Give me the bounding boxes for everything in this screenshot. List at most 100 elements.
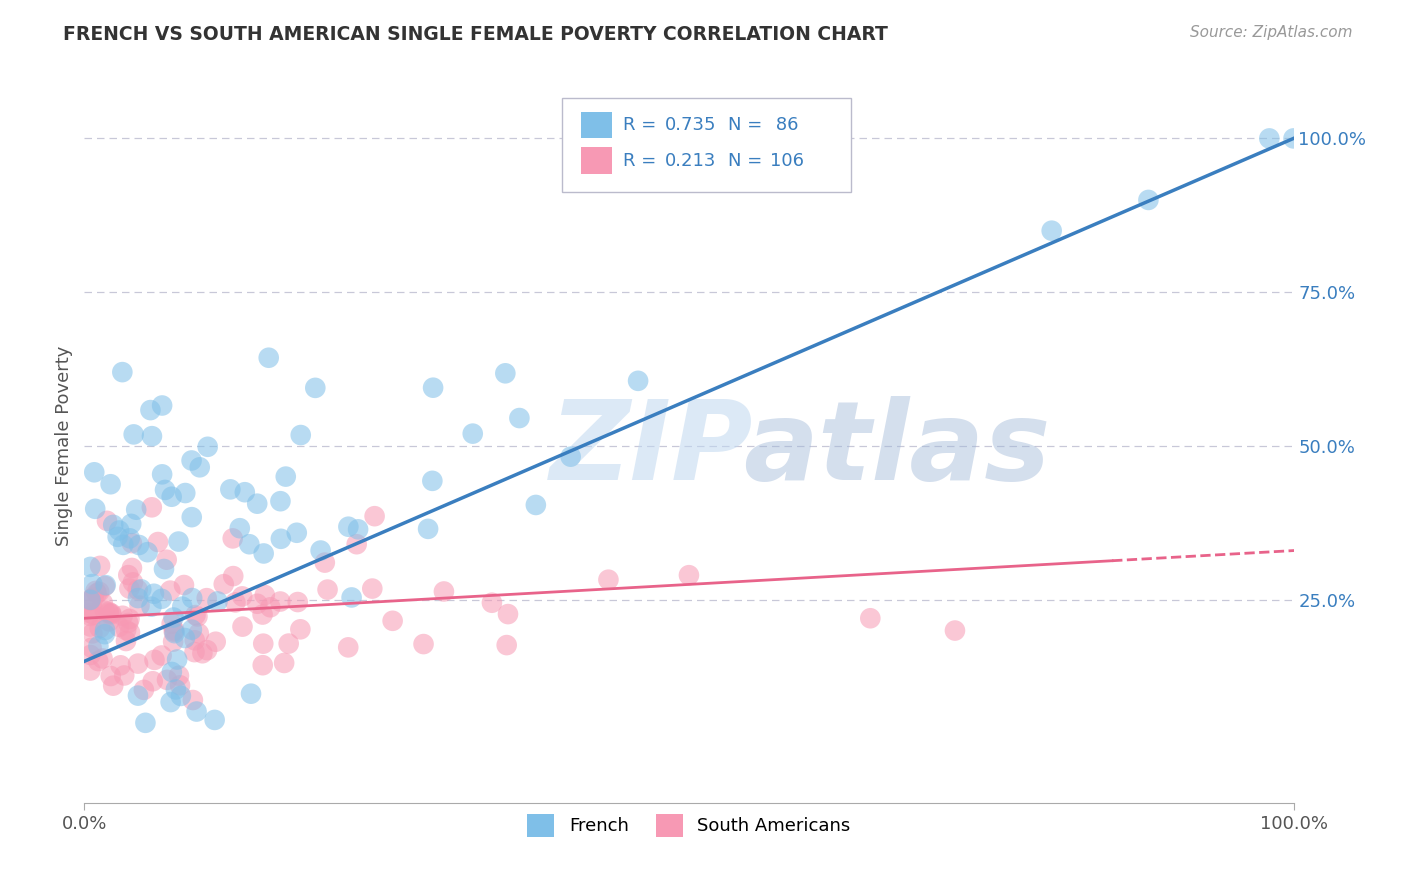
Point (337, 640, 360, 655)
Point (257, 351, 280, 365)
Legend: French, South Americans: French, South Americans (520, 807, 858, 844)
Point (560, 122, 582, 136)
Point (173, 578, 195, 592)
Point (100, 607, 122, 622)
Point (186, 705, 208, 719)
Text: R =: R = (623, 116, 657, 134)
Point (222, 532, 245, 546)
Point (91, 651, 114, 665)
Point (79, 606, 101, 620)
Point (112, 538, 135, 552)
Point (112, 668, 135, 682)
Point (98, 615, 121, 629)
Point (96, 514, 118, 528)
Point (79, 592, 101, 607)
Point (172, 599, 194, 614)
Point (167, 668, 190, 682)
Point (141, 429, 163, 443)
Point (117, 568, 139, 582)
Point (115, 634, 138, 648)
Point (79, 619, 101, 633)
Point (110, 658, 132, 673)
Point (83, 591, 105, 605)
Point (1258, 131, 1281, 145)
Point (141, 500, 163, 515)
Point (180, 453, 202, 467)
Point (191, 646, 214, 660)
Point (160, 490, 183, 504)
Point (94, 578, 117, 592)
Point (169, 678, 191, 692)
Point (340, 591, 363, 605)
Point (142, 674, 165, 689)
Point (94, 627, 117, 641)
Point (627, 374, 650, 388)
Point (118, 612, 141, 626)
Point (166, 652, 188, 666)
Point (253, 588, 276, 602)
Point (269, 494, 291, 508)
Point (259, 600, 281, 615)
Point (508, 411, 530, 425)
Point (153, 483, 176, 497)
Point (100, 477, 122, 491)
Point (222, 569, 245, 583)
Point (132, 682, 155, 697)
Point (79, 664, 101, 678)
Point (494, 367, 516, 381)
Point (150, 399, 173, 413)
Point (134, 715, 156, 730)
Point (347, 522, 370, 536)
Text: N =: N = (728, 116, 762, 134)
Point (79, 648, 101, 662)
Point (422, 381, 444, 395)
Point (184, 633, 207, 648)
Point (246, 497, 269, 511)
Point (184, 608, 207, 623)
Y-axis label: Single Female Poverty: Single Female Poverty (55, 346, 73, 546)
Point (253, 546, 276, 560)
Point (290, 623, 312, 637)
Point (180, 510, 202, 524)
Point (316, 582, 339, 597)
Point (103, 679, 125, 693)
Point (238, 537, 260, 551)
Point (122, 575, 145, 590)
Text: N =: N = (728, 152, 762, 169)
Point (118, 531, 141, 545)
Point (120, 516, 142, 531)
Point (91, 596, 114, 610)
Point (122, 427, 145, 442)
Point (422, 474, 444, 488)
Point (142, 587, 165, 601)
Point (290, 428, 312, 442)
Point (416, 522, 439, 536)
Text: R =: R = (623, 152, 657, 169)
Point (461, 426, 484, 441)
Point (246, 597, 269, 611)
Point (89, 584, 111, 599)
Point (162, 610, 184, 624)
Point (180, 623, 202, 637)
Text: 86: 86 (770, 116, 799, 134)
Point (174, 486, 197, 500)
Point (269, 594, 291, 608)
Point (128, 538, 150, 552)
Point (163, 626, 186, 640)
Point (252, 658, 274, 673)
Point (346, 537, 368, 551)
Point (127, 689, 149, 703)
Point (207, 594, 229, 608)
Point (79, 594, 101, 608)
Point (111, 608, 134, 623)
Point (174, 631, 197, 645)
Point (273, 656, 295, 670)
Point (943, 624, 966, 638)
Point (252, 637, 274, 651)
Point (94, 623, 117, 637)
Point (496, 607, 519, 621)
Point (181, 591, 204, 605)
Point (97, 607, 120, 621)
Point (84, 583, 107, 598)
Point (187, 626, 209, 640)
